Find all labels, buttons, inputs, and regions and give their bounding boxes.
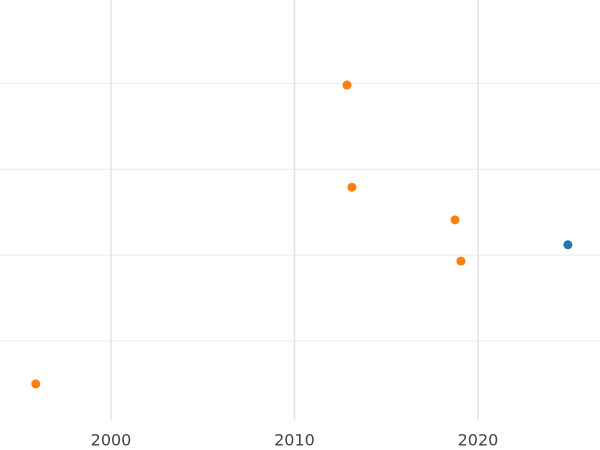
point — [347, 182, 357, 192]
point — [342, 80, 352, 90]
point — [456, 256, 466, 266]
x-tick-label: 2000 — [91, 431, 132, 450]
x-tick-label: 2010 — [274, 431, 315, 450]
point — [31, 379, 41, 389]
x-tick-label: 2020 — [458, 431, 499, 450]
point — [563, 240, 573, 250]
point — [450, 215, 460, 225]
